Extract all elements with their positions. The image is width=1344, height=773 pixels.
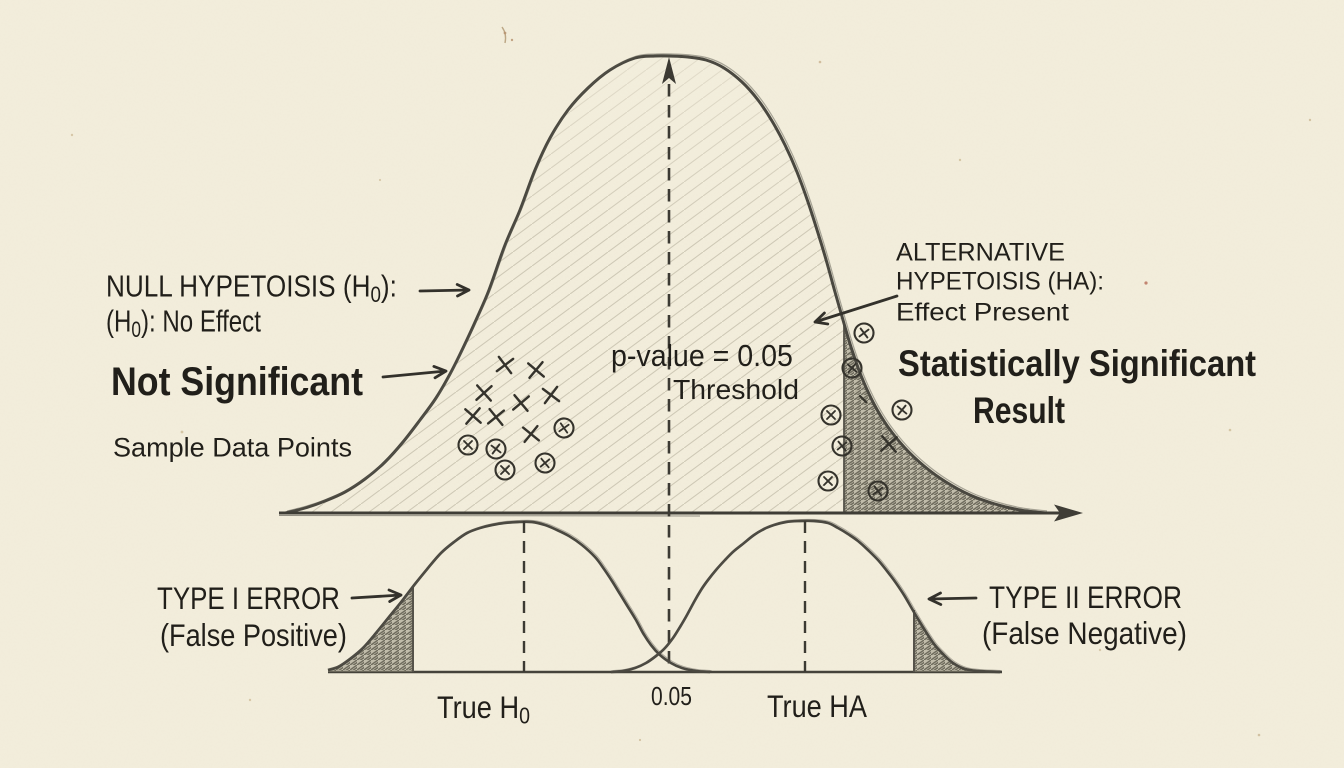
- svg-text:Not Significant: Not Significant: [111, 360, 363, 404]
- svg-text:TYPE I ERROR: TYPE I ERROR: [157, 582, 340, 617]
- svg-text:Effect Present: Effect Present: [896, 298, 1070, 327]
- svg-text:Statistically Significant: Statistically Significant: [898, 343, 1256, 384]
- svg-text:(H0​): No Effect: (H0​): No Effect: [106, 304, 261, 343]
- svg-text:0.05: 0.05: [651, 683, 692, 712]
- svg-text:HYPETOISIS (HA):: HYPETOISIS (HA):: [896, 268, 1104, 296]
- svg-text:ALTERNATIVE: ALTERNATIVE: [896, 238, 1065, 266]
- svg-text:True HA: True HA: [767, 689, 867, 724]
- svg-text:(False Positive): (False Positive): [160, 618, 347, 653]
- svg-text:p-value = 0.05: p-value = 0.05: [611, 339, 793, 373]
- svg-text:NULL HYPETOISIS (H0​):: NULL HYPETOISIS (H0​):: [106, 270, 397, 308]
- svg-text:Sample Data Points: Sample Data Points: [113, 433, 352, 463]
- svg-text:Threshold: Threshold: [673, 374, 799, 404]
- svg-text:TYPE II ERROR: TYPE II ERROR: [989, 581, 1182, 616]
- svg-text:Result: Result: [973, 390, 1065, 432]
- svg-text:(False Negative): (False Negative): [982, 616, 1187, 651]
- svg-text:True H0​: True H0​: [437, 690, 530, 729]
